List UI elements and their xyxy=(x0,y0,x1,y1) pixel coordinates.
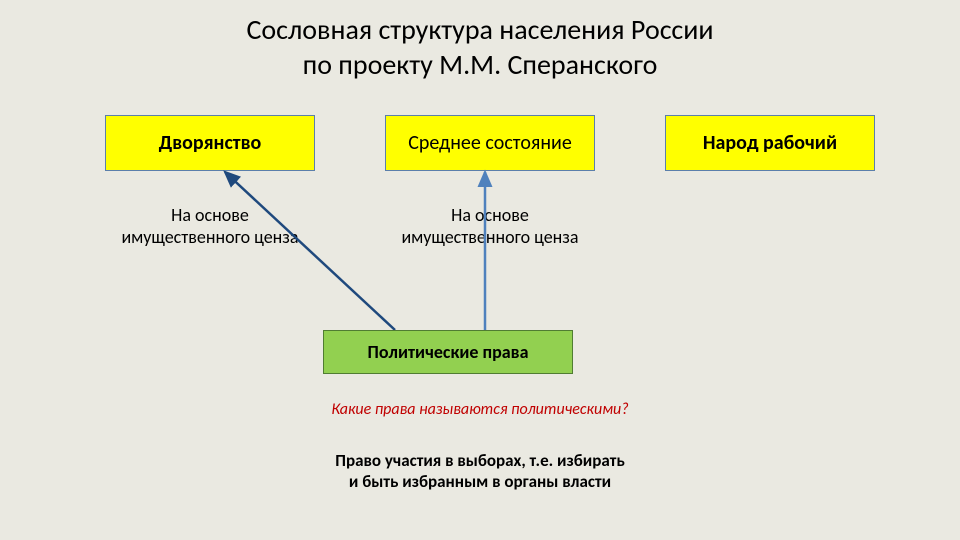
estate-workers: Народ рабочий xyxy=(665,115,875,171)
title-line-2: по проекту М.М. Сперанского xyxy=(0,47,960,82)
diagram-title: Сословная структура населения России по … xyxy=(0,0,960,82)
estate-nobility-label: Дворянство xyxy=(159,132,262,155)
political-rights-box: Политические права xyxy=(323,330,573,374)
title-line-1: Сословная структура населения России xyxy=(0,12,960,47)
census-note-right: На основе имущественного ценза xyxy=(385,205,595,248)
estate-middle-label: Среднее состояние xyxy=(408,132,572,155)
estate-middle: Среднее состояние xyxy=(385,115,595,171)
answer-line-2: и быть избранным в органы власти xyxy=(349,471,611,492)
answer-line-1: Право участия в выборах, т.е. избирать xyxy=(335,450,625,471)
question-text: Какие права называются политическими? xyxy=(0,400,960,419)
arrow-to-nobility xyxy=(225,172,395,330)
census-note-left: На основе имущественного ценза xyxy=(105,205,315,248)
political-rights-label: Политические права xyxy=(368,341,529,363)
estate-workers-label: Народ рабочий xyxy=(703,132,837,155)
estate-nobility: Дворянство xyxy=(105,115,315,171)
answer-text: Право участия в выборах, т.е. избирать и… xyxy=(0,450,960,493)
